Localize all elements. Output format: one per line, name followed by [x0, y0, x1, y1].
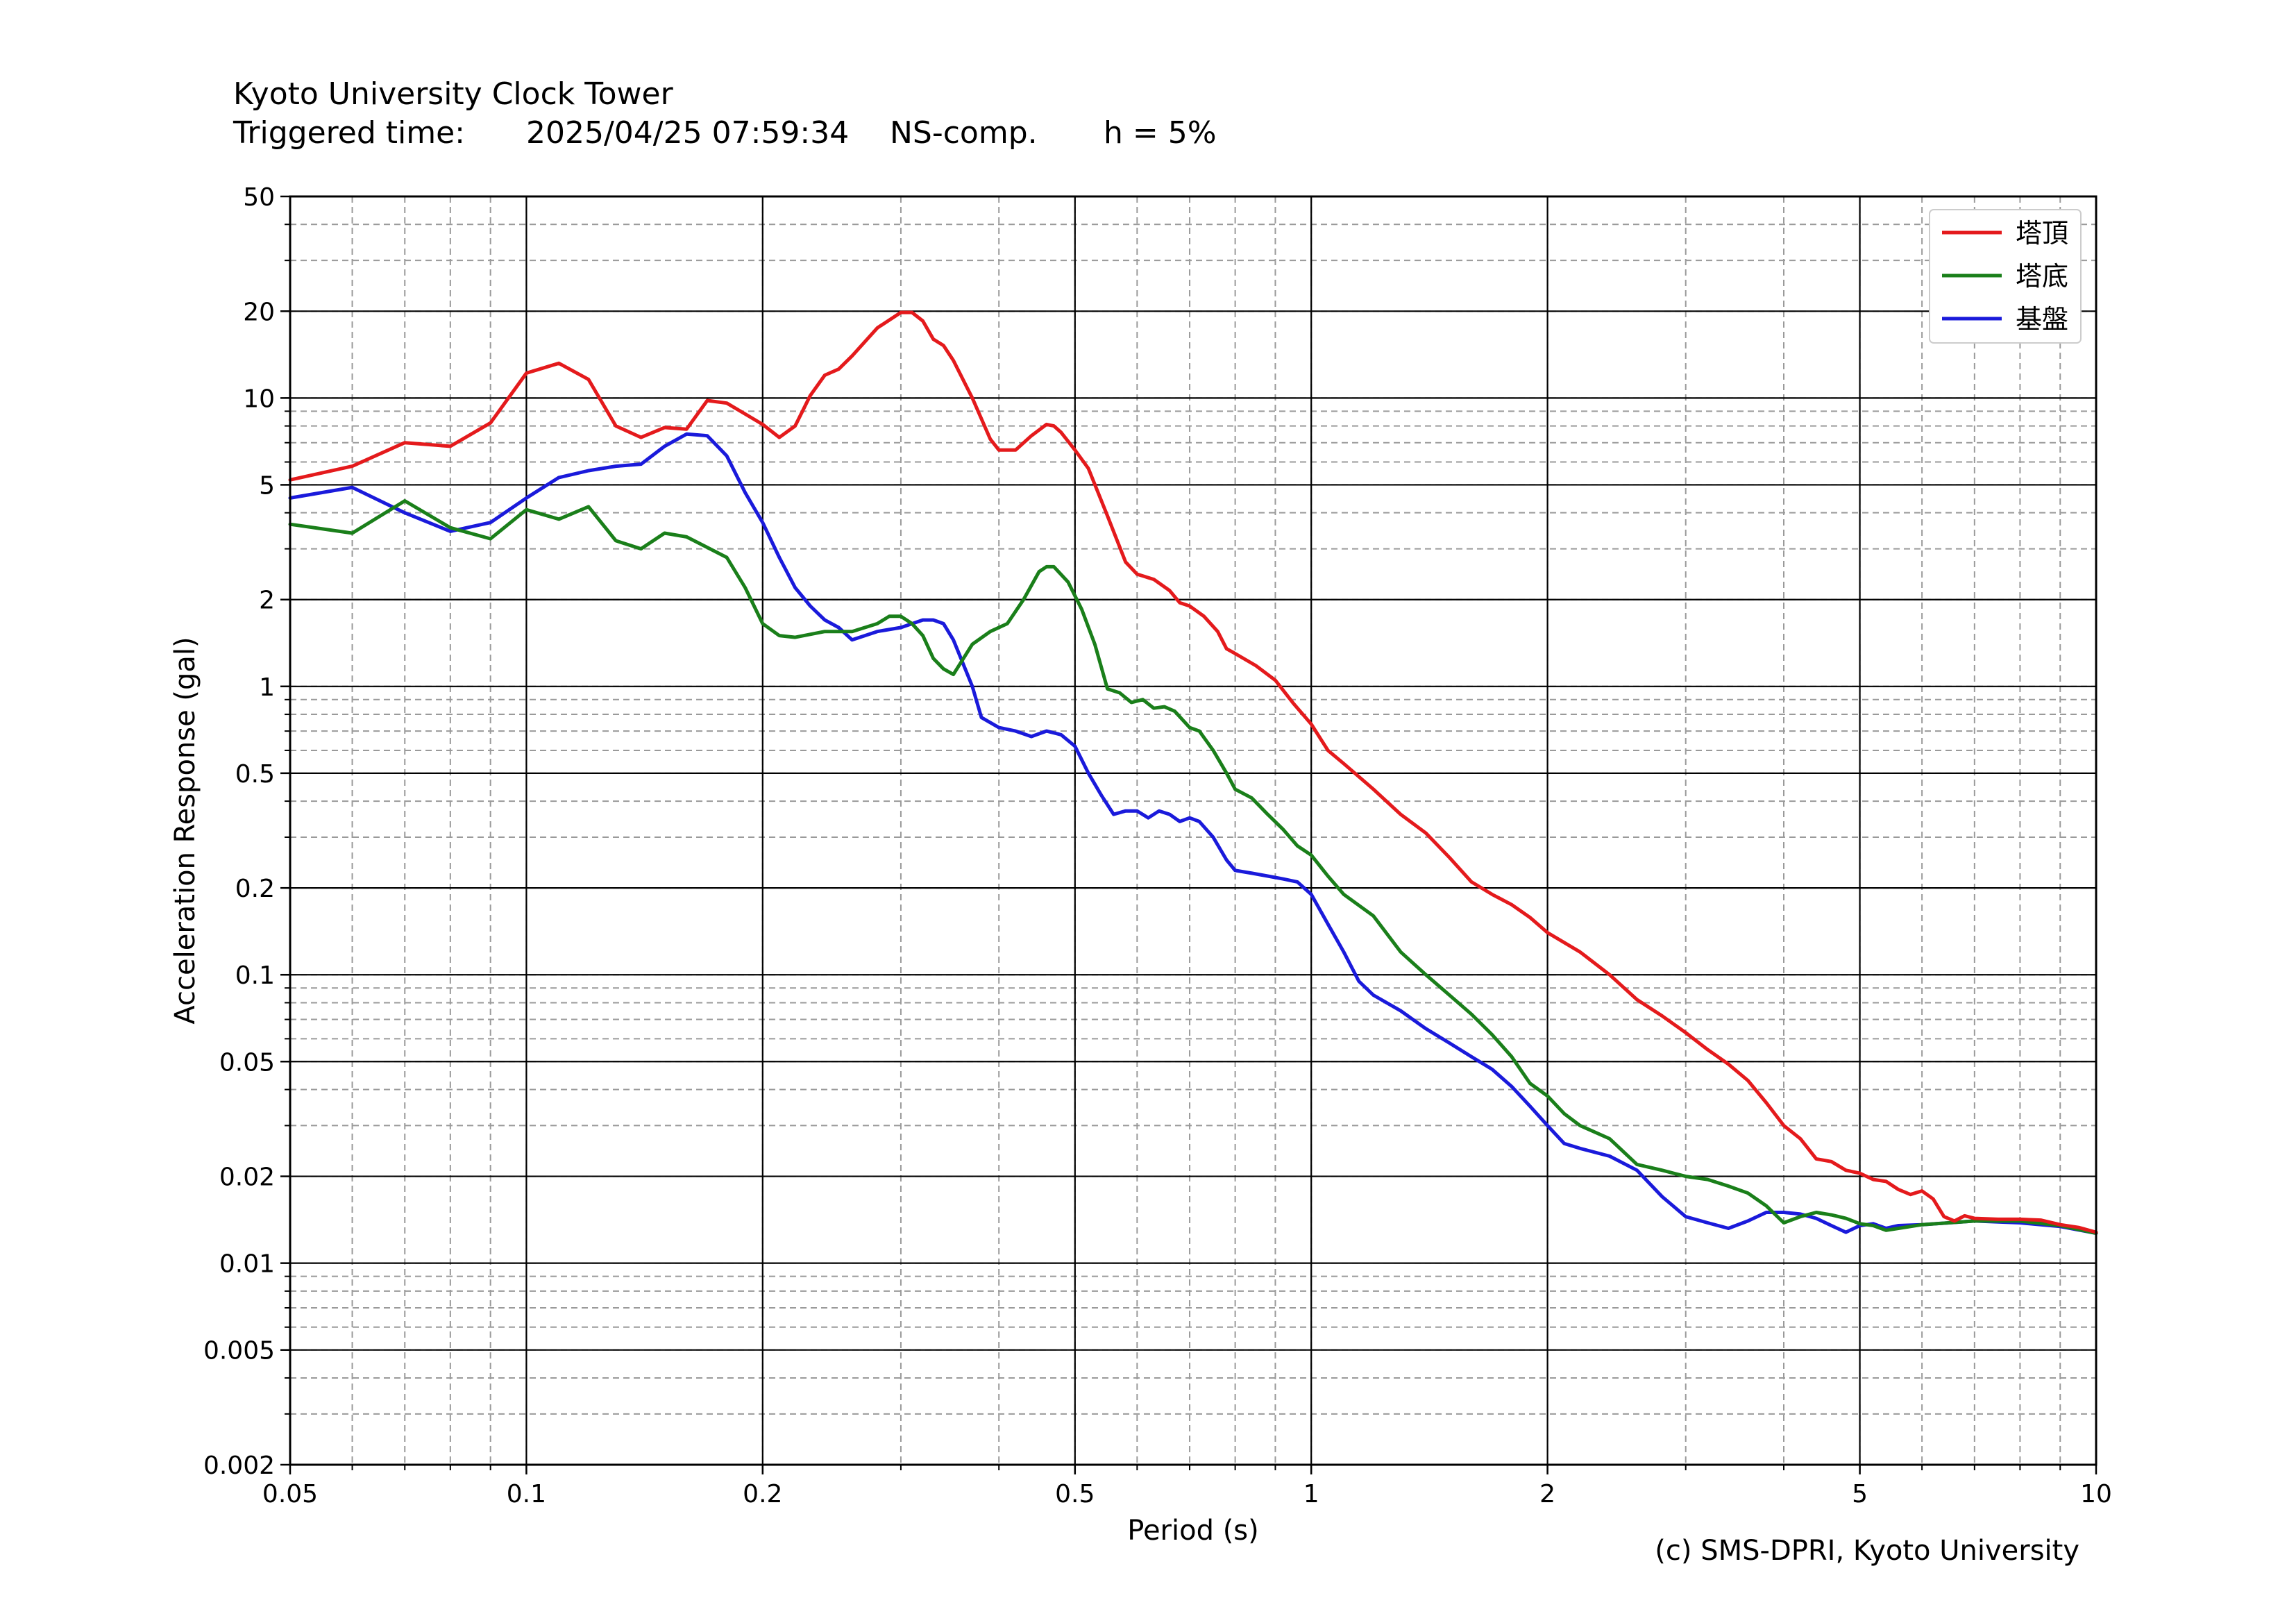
triggered-time: 2025/04/25 07:59:34	[526, 115, 850, 151]
station-title: Kyoto University Clock Tower	[233, 76, 673, 112]
y-tick-labels: 0.002 0.005 0.01 0.02 0.05 0.1 0.2 0.5 1 2 5 10 20 50	[203, 183, 275, 1480]
y-tick-label: 0.005	[203, 1337, 275, 1365]
y-tick-label: 0.5	[235, 760, 275, 789]
y-tick-label: 0.02	[219, 1163, 275, 1192]
series-line-base	[288, 432, 2098, 1235]
y-tick-label: 0.2	[235, 875, 275, 903]
x-tick-label: 0.5	[1055, 1480, 1095, 1508]
x-tick-label: 1	[1303, 1480, 1319, 1508]
legend-label-base: 基盤	[2016, 304, 2068, 335]
x-tick-label: 2	[1539, 1480, 1555, 1508]
y-tick-label: 1	[259, 673, 275, 702]
y-tick-label: 5	[259, 471, 275, 500]
x-tick-label: 5	[1852, 1480, 1868, 1508]
x-tick-label: 10	[2080, 1480, 2112, 1508]
y-tick-label: 0.002	[203, 1452, 275, 1480]
legend-box	[1929, 209, 2082, 344]
y-tick-label: 50	[243, 183, 275, 212]
series-line-tower-top	[288, 310, 2098, 1234]
x-axis-label: Period (s)	[1127, 1515, 1259, 1547]
y-tick-label: 2	[259, 587, 275, 615]
series-line-tower-bottom	[288, 499, 2098, 1235]
y-tick-label: 10	[243, 385, 275, 413]
component-label: NS-comp.	[890, 115, 1038, 151]
x-tick-labels: 0.05 0.1 0.2 0.5 1 2 5 10	[262, 1480, 2112, 1508]
credit-text: (c) SMS-DPRI, Kyoto University	[1655, 1535, 2079, 1567]
x-tick-label: 0.1	[507, 1480, 546, 1508]
legend-label-tower-top: 塔頂	[2016, 218, 2068, 249]
x-tick-label: 0.05	[262, 1480, 318, 1508]
plot-frame	[289, 195, 2097, 1466]
minor-grid	[290, 196, 2096, 1465]
legend: 塔頂 塔底 基盤	[1929, 209, 2082, 344]
triggered-label: Triggered time:	[233, 115, 465, 151]
y-tick-label: 0.01	[219, 1250, 275, 1279]
y-axis-label: Acceleration Response (gal)	[169, 637, 201, 1024]
series-layer	[288, 310, 2098, 1235]
y-tick-label: 20	[243, 298, 275, 326]
damping-label: h = 5%	[1104, 115, 1217, 151]
legend-label-tower-bottom: 塔底	[2016, 261, 2068, 292]
tick-layer	[280, 195, 2097, 1474]
y-tick-label: 0.05	[219, 1048, 275, 1077]
y-tick-label: 0.1	[235, 961, 275, 990]
x-tick-label: 0.2	[743, 1480, 782, 1508]
major-grid	[289, 195, 2097, 1466]
